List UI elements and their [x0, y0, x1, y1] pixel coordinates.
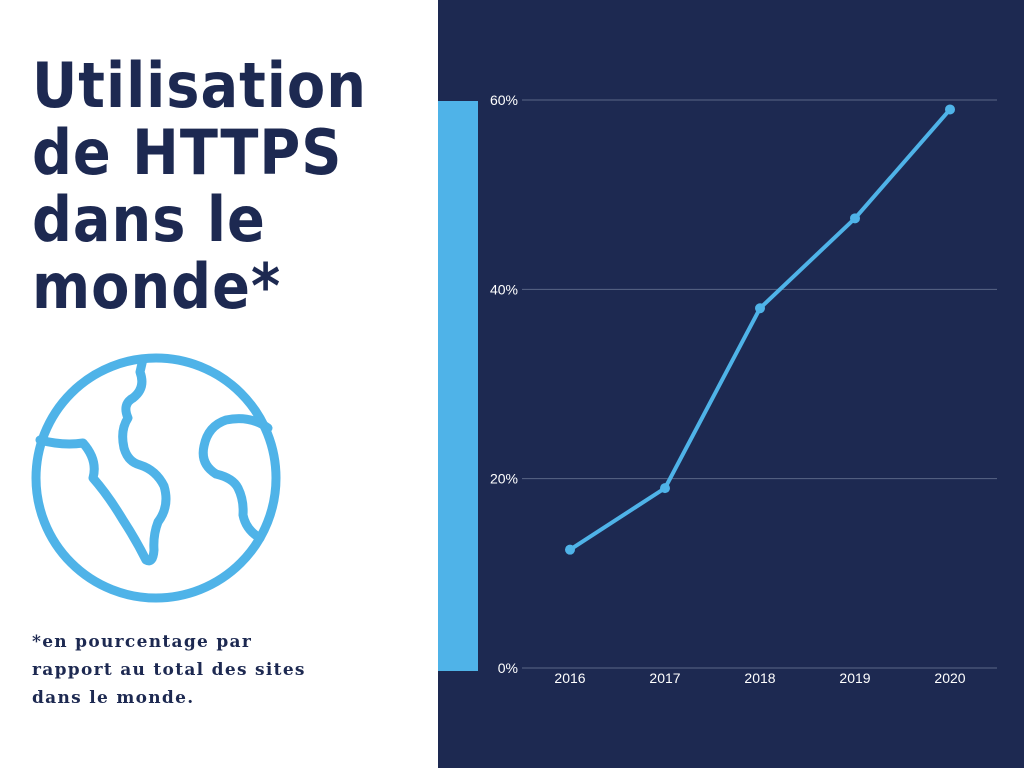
y-axis-ticks: 0% 20% 40% 60% [490, 92, 518, 676]
line-chart: 0% 20% 40% 60% 2016 2017 2018 2019 2020 [490, 92, 997, 686]
globe-icon [31, 353, 281, 603]
data-points [565, 104, 955, 555]
data-point-2017 [660, 483, 670, 494]
y-tick-label-0: 0% [498, 660, 518, 676]
data-point-2016 [565, 544, 575, 555]
y-tick-label-1: 20% [490, 471, 518, 487]
left-panel: Utilisation de HTTPS dans le monde* *en … [0, 0, 438, 768]
data-point-2020 [945, 104, 955, 115]
x-tick-label-2016: 2016 [554, 670, 585, 686]
y-tick-label-2: 40% [490, 281, 518, 297]
x-tick-label-2019: 2019 [839, 670, 870, 686]
data-point-2019 [850, 213, 860, 224]
accent-bar [438, 101, 478, 671]
x-tick-label-2017: 2017 [649, 670, 680, 686]
page-title: Utilisation de HTTPS dans le monde* [32, 49, 367, 323]
footnote: *en pourcentage par rapport au total des… [32, 632, 306, 708]
series-line [568, 107, 952, 552]
gridlines [522, 99, 997, 669]
x-tick-label-2020: 2020 [934, 670, 965, 686]
data-point-2018 [755, 303, 765, 314]
x-axis-ticks: 2016 2017 2018 2019 2020 [554, 670, 965, 686]
right-panel: 0% 20% 40% 60% 2016 2017 2018 2019 2020 [438, 0, 1024, 768]
y-tick-label-3: 60% [490, 92, 518, 108]
x-tick-label-2018: 2018 [744, 670, 775, 686]
